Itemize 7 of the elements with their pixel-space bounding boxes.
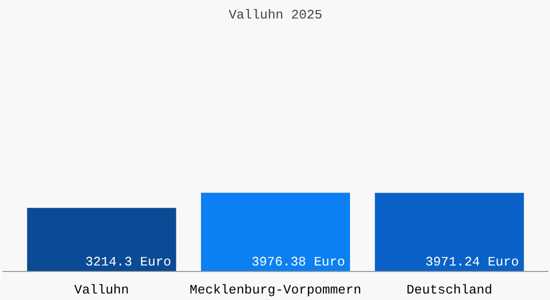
x-tick-label: Mecklenburg-Vorpommern [190, 282, 362, 298]
data-label: 3976.38 Euro [251, 254, 346, 270]
x-tick-label: Valluhn [74, 282, 129, 298]
data-label: 3214.3 Euro [85, 254, 172, 270]
x-tick-label: Deutschland [406, 282, 492, 298]
chart-title: Valluhn 2025 [228, 8, 322, 22]
data-label: 3971.24 Euro [425, 254, 519, 270]
